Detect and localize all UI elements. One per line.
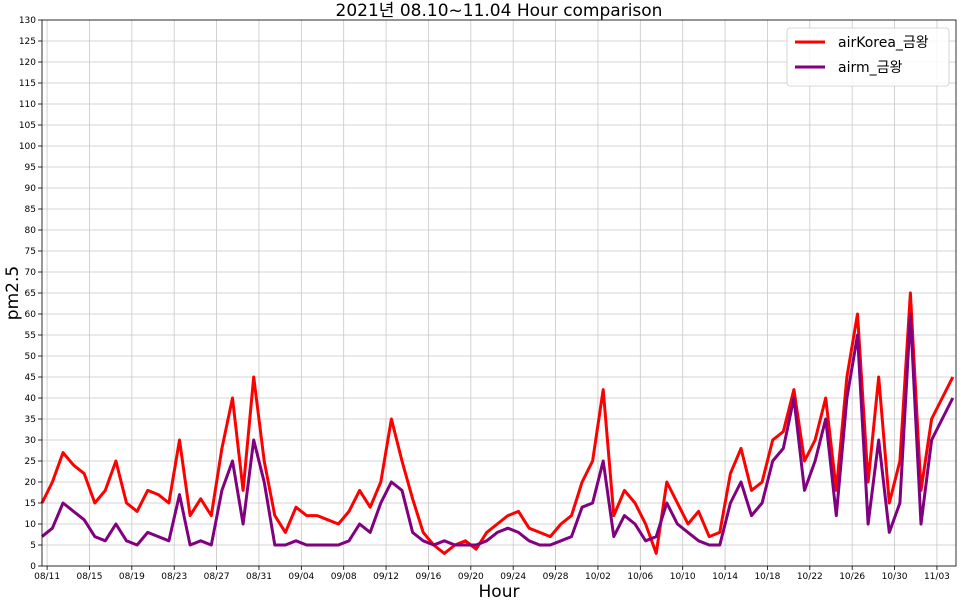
x-tick-label: 10/26 — [839, 572, 865, 582]
x-tick-label: 08/31 — [246, 572, 272, 582]
legend-box — [786, 27, 950, 87]
x-tick-label: 09/24 — [500, 572, 526, 582]
x-tick-label: 09/08 — [331, 572, 357, 582]
x-axis-label: Hour — [479, 582, 520, 602]
y-tick-label: 80 — [25, 226, 37, 236]
y-tick-label: 35 — [25, 415, 36, 425]
legend-label-airm: airm_금왕 — [838, 60, 902, 76]
y-tick-label: 55 — [25, 331, 36, 341]
x-tick-label: 10/02 — [585, 572, 611, 582]
x-tick-label: 10/22 — [797, 572, 823, 582]
y-tick-label: 105 — [19, 121, 36, 131]
x-tick-label: 10/30 — [882, 572, 908, 582]
y-tick-label: 40 — [25, 394, 37, 404]
y-tick-label: 15 — [25, 499, 36, 509]
y-tick-label: 130 — [19, 16, 36, 26]
y-tick-label: 25 — [25, 457, 36, 467]
x-tick-label: 10/10 — [670, 572, 696, 582]
x-tick-label: 09/04 — [288, 572, 314, 582]
y-tick-label: 75 — [25, 247, 36, 257]
x-tick-label: 08/27 — [204, 572, 230, 582]
x-axis-ticks: 08/11 08/15 08/19 08/23 08/27 08/31 09/04 09/08… — [34, 566, 950, 582]
y-tick-label: 115 — [19, 79, 36, 89]
x-tick-label: 10/14 — [712, 572, 738, 582]
y-tick-label: 95 — [25, 163, 36, 173]
x-tick-label: 09/20 — [458, 572, 484, 582]
x-tick-label: 08/23 — [161, 572, 187, 582]
y-tick-label: 45 — [25, 373, 36, 383]
x-tick-label: 09/16 — [415, 572, 441, 582]
y-tick-label: 100 — [19, 142, 36, 152]
y-tick-label: 60 — [25, 310, 37, 320]
y-tick-label: 125 — [19, 37, 36, 47]
x-tick-label: 09/12 — [373, 572, 399, 582]
y-axis-ticks: 0 5 10 15 20 25 30 35 40 45 50 55 60 65 70 75 80 85 90 95 10… — [19, 16, 42, 572]
legend-label-airkorea: airKorea_금왕 — [838, 35, 929, 51]
x-tick-label: 08/19 — [119, 572, 145, 582]
y-tick-label: 110 — [19, 100, 36, 110]
x-tick-label: 11/03 — [924, 572, 950, 582]
x-tick-label: 08/11 — [34, 572, 60, 582]
series-line-airkorea — [40, 291, 955, 555]
legend: airKorea_금왕 airm_금왕 — [786, 27, 950, 87]
y-tick-label: 30 — [25, 436, 37, 446]
x-tick-label: 10/18 — [754, 572, 780, 582]
y-axis-label: pm2.5 — [3, 266, 23, 320]
y-tick-label: 20 — [25, 478, 37, 488]
grid — [42, 19, 956, 567]
chart-title: 2021년 08.10~11.04 Hour comparison — [336, 1, 663, 21]
y-tick-label: 120 — [19, 58, 36, 68]
y-tick-label: 5 — [30, 541, 36, 551]
x-tick-label: 08/15 — [76, 572, 102, 582]
y-tick-label: 10 — [25, 520, 37, 530]
y-tick-label: 70 — [25, 268, 37, 278]
series-line-airm — [41, 312, 955, 547]
x-tick-label: 10/06 — [627, 572, 653, 582]
y-tick-label: 65 — [25, 289, 36, 299]
y-tick-label: 0 — [30, 562, 36, 572]
series-lines — [40, 291, 955, 555]
y-tick-label: 90 — [25, 184, 37, 194]
y-tick-label: 50 — [25, 352, 37, 362]
y-tick-label: 85 — [25, 205, 36, 215]
x-tick-label: 09/28 — [543, 572, 569, 582]
